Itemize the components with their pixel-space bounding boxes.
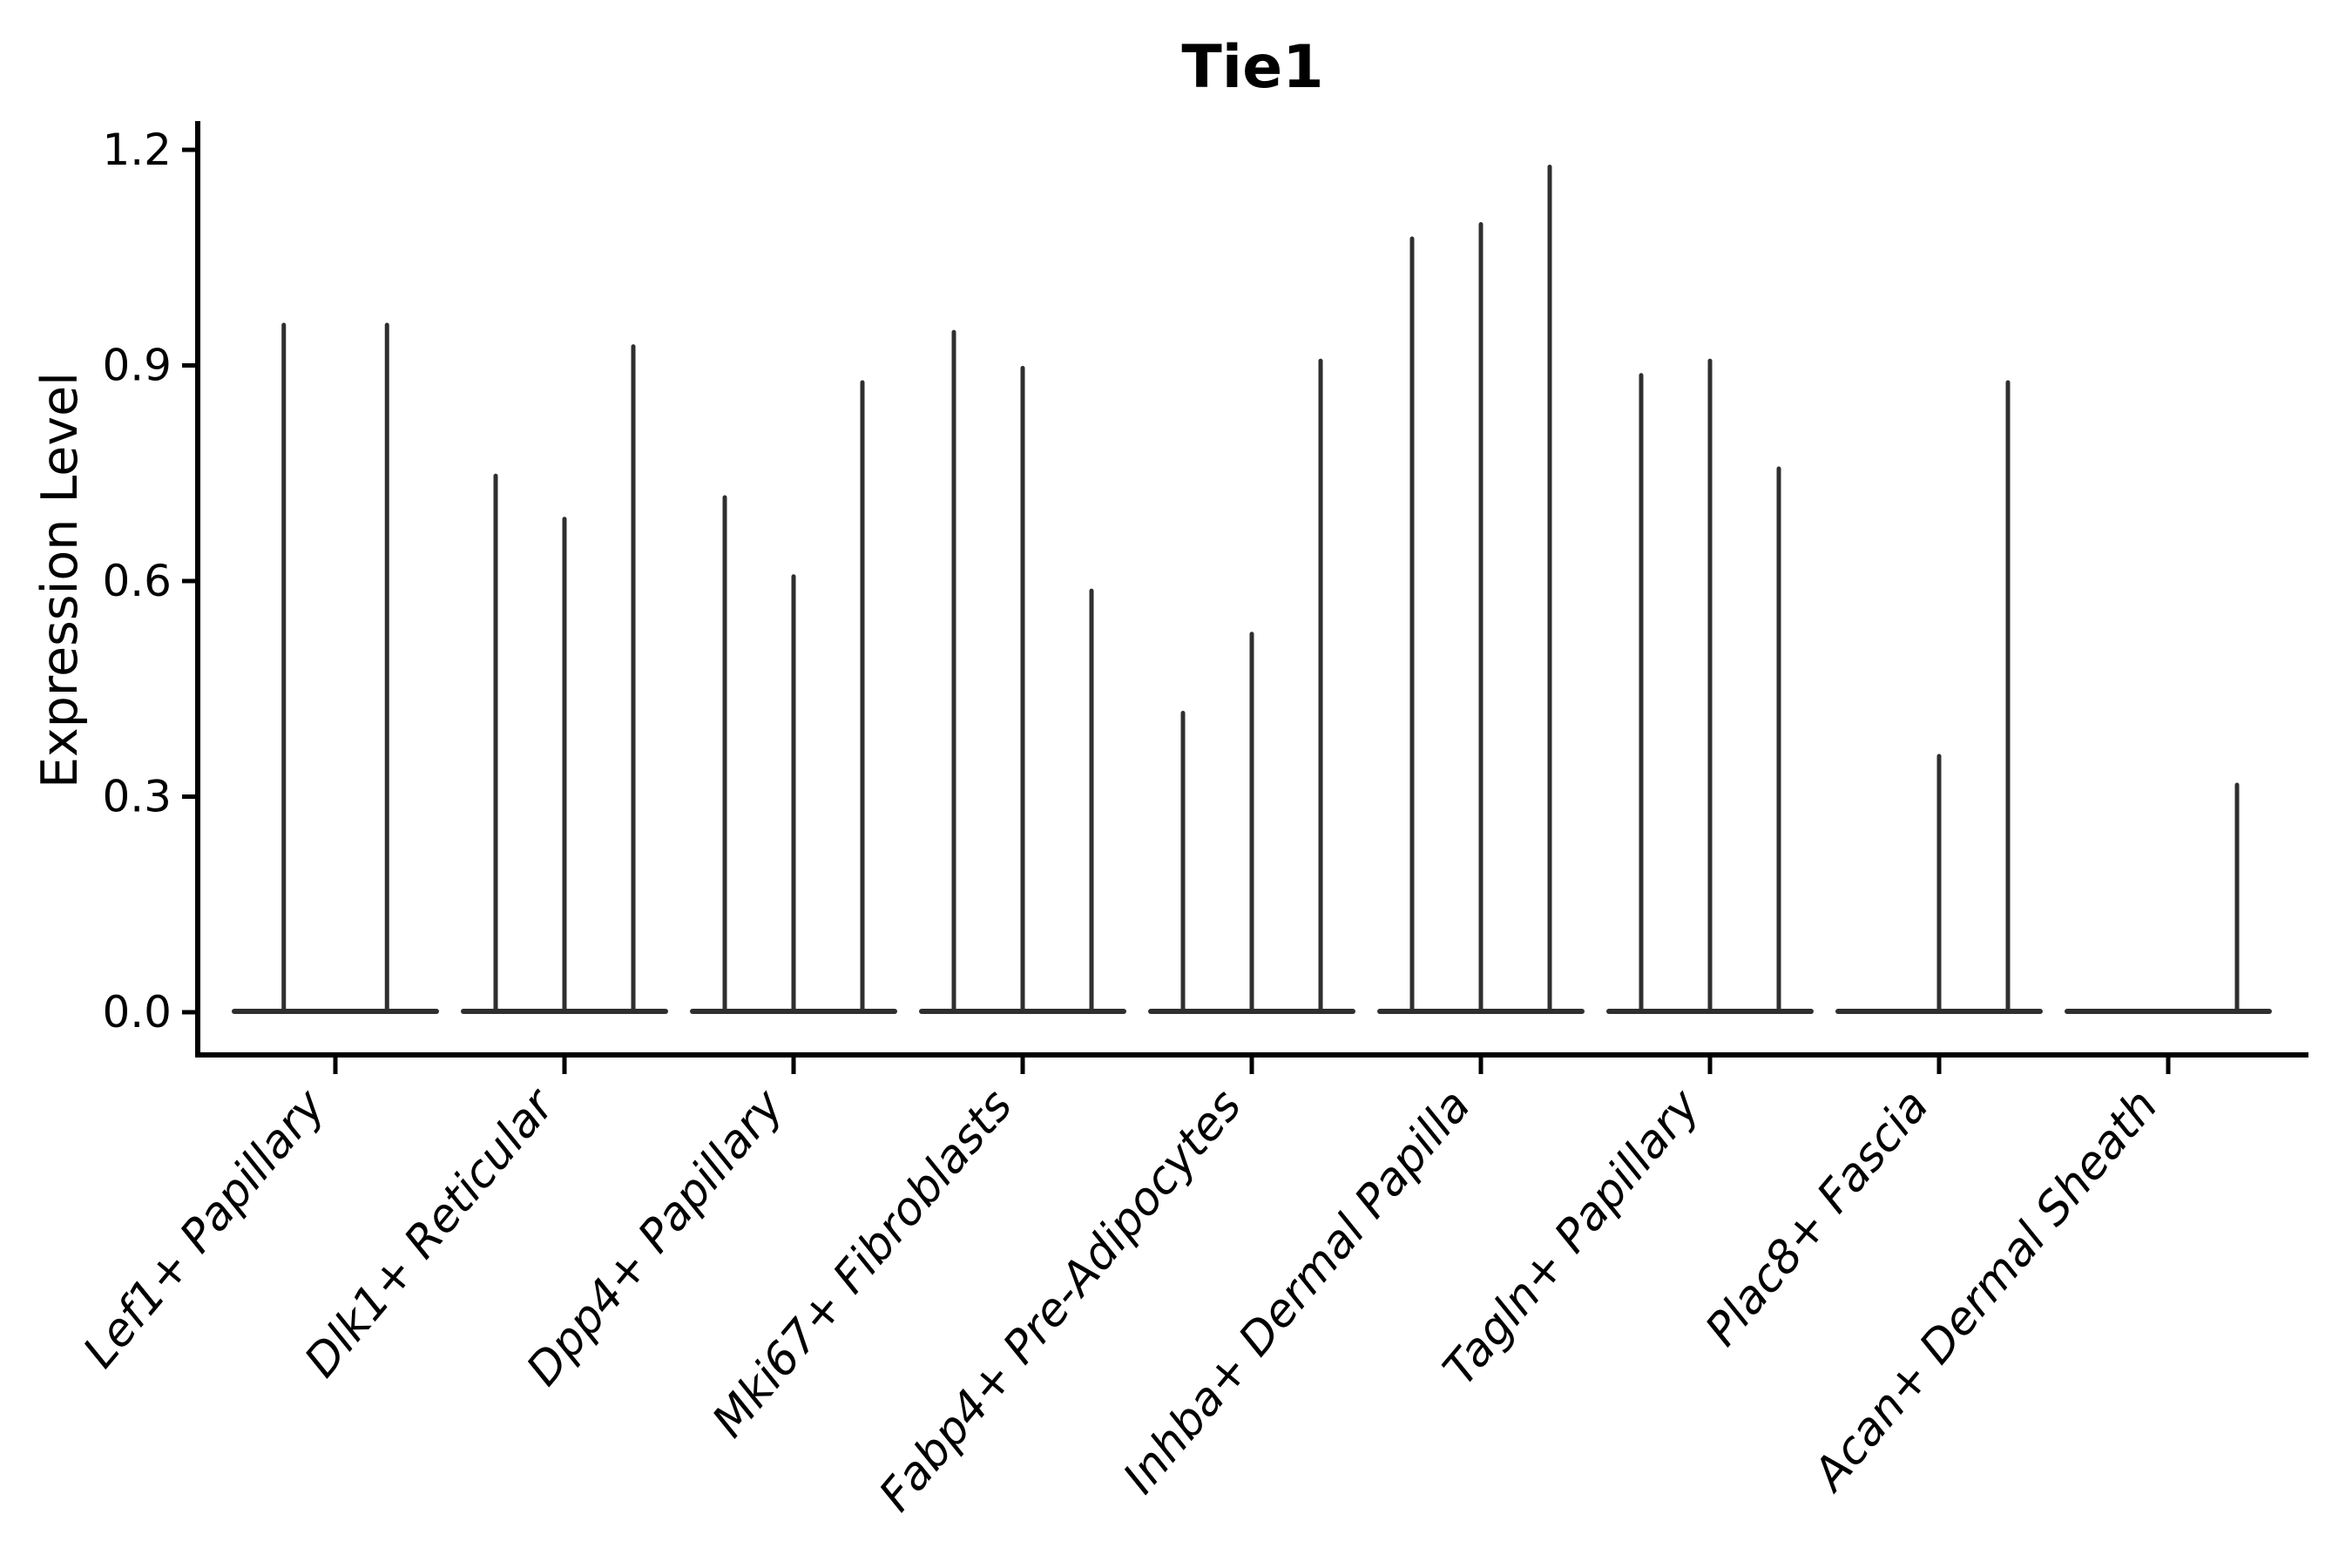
- violin-group: [1377, 165, 1585, 1014]
- x-tick-label: Plac8+ Fascia: [1696, 1080, 1939, 1356]
- violin-group: [1606, 358, 1814, 1014]
- y-tick-label: 0.6: [102, 556, 172, 606]
- x-tick-label: Lef1+ Papillary: [73, 1079, 335, 1378]
- x-tick-label: Dlk1+ Reticular: [294, 1078, 566, 1387]
- violin-group: [1835, 380, 2043, 1014]
- y-tick-label: 0.9: [102, 341, 172, 391]
- violin-group: [1148, 358, 1355, 1014]
- violin-group: [919, 329, 1126, 1014]
- violin-group: [232, 322, 439, 1014]
- y-tick-label: 1.2: [102, 125, 172, 175]
- y-axis-label: Expression Level: [31, 372, 89, 788]
- plot-title: Tie1: [1181, 33, 1323, 102]
- violin-group: [461, 344, 668, 1014]
- y-tick-labels: 0.0 0.3 0.6 0.9 1.2: [102, 125, 172, 1037]
- x-tick-label: Tagln+ Papillary: [1434, 1079, 1711, 1396]
- violins: [232, 165, 2272, 1014]
- axes: [182, 121, 2308, 1074]
- violin-group: [690, 380, 897, 1014]
- violin-group: [2065, 782, 2272, 1014]
- y-tick-label: 0.0: [102, 987, 172, 1037]
- x-tick-label: Dpp4+ Papillary: [517, 1079, 794, 1396]
- y-tick-label: 0.3: [102, 772, 172, 822]
